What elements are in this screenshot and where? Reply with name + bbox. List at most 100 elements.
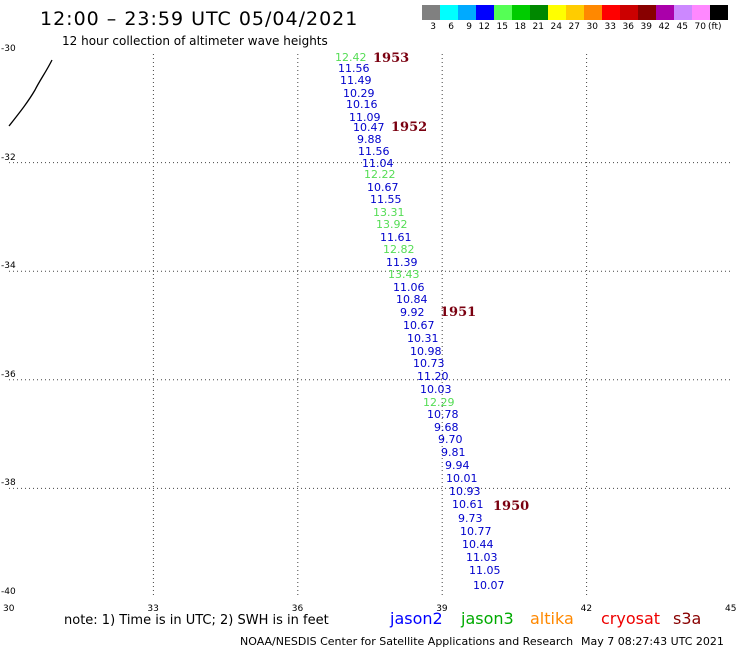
- legend-tick-label: 15: [496, 22, 508, 32]
- wave-height-value: 13.92: [376, 218, 408, 231]
- wave-height-value: 10.47: [353, 121, 385, 134]
- wave-height-value: 10.07: [473, 579, 505, 592]
- longitude-label: 45: [725, 604, 737, 614]
- wave-height-value: 10.93: [449, 485, 481, 498]
- wave-height-value: 12.29: [423, 396, 455, 409]
- satellite-legend-item: jason2: [390, 609, 443, 628]
- wave-height-value: 10.44: [462, 538, 494, 551]
- legend-tick-label: 21: [532, 22, 544, 32]
- wave-height-value: 9.70: [438, 433, 463, 446]
- wave-height-value: 11.61: [380, 231, 412, 244]
- color-legend: [422, 5, 728, 20]
- wave-height-value: 9.68: [434, 421, 459, 434]
- latitude-label: -34: [1, 261, 16, 272]
- legend-swatch: [440, 5, 458, 20]
- wave-height-value: 10.98: [410, 345, 442, 358]
- pass-label: 1953: [373, 51, 410, 66]
- legend-tick-label: 6: [448, 22, 454, 32]
- wave-height-value: 13.43: [388, 268, 420, 281]
- legend-tick-label: 30: [586, 22, 598, 32]
- legend-tick-label: 42: [658, 22, 670, 32]
- wave-height-value: 10.73: [413, 357, 445, 370]
- legend-tick-label: 3: [430, 22, 436, 32]
- satellite-legend-item: s3a: [673, 609, 702, 628]
- legend-tick-label: 33: [604, 22, 616, 32]
- legend-swatch: [458, 5, 476, 20]
- legend-swatch: [566, 5, 584, 20]
- legend-swatch: [512, 5, 530, 20]
- footer-date: May 7 08:27:43 UTC 2021: [581, 635, 724, 648]
- longitude-label: 42: [580, 604, 593, 614]
- legend-swatch: [584, 5, 602, 20]
- longitude-label: 33: [147, 604, 159, 614]
- legend-tick-label: 12: [478, 22, 490, 32]
- legend-tick-label: 27: [568, 22, 580, 32]
- legend-tick-label: 39: [640, 22, 652, 32]
- wave-height-value: 9.92: [400, 306, 425, 319]
- wave-height-value: 13.31: [373, 206, 405, 219]
- longitude-label: 36: [291, 604, 304, 614]
- wave-height-value: 9.94: [445, 459, 470, 472]
- legend-unit: (ft): [708, 22, 722, 32]
- wave-height-value: 10.29: [343, 87, 375, 100]
- legend-swatch: [674, 5, 692, 20]
- legend-tick-label: 70: [694, 22, 706, 32]
- latitude-label: -32: [1, 152, 16, 163]
- wave-height-value: 11.03: [466, 551, 498, 564]
- wave-height-value: 11.39: [386, 256, 418, 269]
- pass-label: 1951: [440, 305, 477, 320]
- legend-swatch: [530, 5, 548, 20]
- legend-swatch: [548, 5, 566, 20]
- wave-height-value: 10.67: [367, 181, 399, 194]
- wave-height-value: 12.82: [383, 243, 415, 256]
- legend-tick-label: 18: [514, 22, 526, 32]
- wave-height-value: 10.78: [427, 408, 459, 421]
- wave-height-value: 11.49: [340, 74, 372, 87]
- wave-height-value: 12.42: [335, 51, 367, 64]
- legend-tick-label: 9: [466, 22, 472, 32]
- wave-height-value: 12.22: [364, 168, 396, 181]
- wave-height-value: 11.09: [349, 111, 381, 124]
- wave-height-value: 10.31: [407, 332, 439, 345]
- pass-label: 1950: [493, 499, 530, 514]
- wave-height-value: 9.88: [357, 133, 382, 146]
- wave-height-value: 11.05: [469, 564, 501, 577]
- legend-swatch: [692, 5, 710, 20]
- legend-swatch: [656, 5, 674, 20]
- legend-swatch: [638, 5, 656, 20]
- legend-tick-label: 45: [676, 22, 688, 32]
- pass-label: 1952: [391, 120, 428, 135]
- wave-height-value: 10.01: [446, 472, 478, 485]
- satellite-legend-item: altika: [530, 609, 574, 628]
- legend-tick-label: 24: [550, 22, 562, 32]
- wave-height-value: 9.81: [441, 446, 466, 459]
- wave-height-value: 11.04: [362, 157, 394, 170]
- legend-swatch: [494, 5, 512, 20]
- latitude-label: -30: [1, 44, 16, 54]
- map-subtitle: 12 hour collection of altimeter wave hei…: [62, 34, 328, 48]
- latitude-label: -36: [1, 369, 16, 380]
- wave-height-value: 11.56: [338, 62, 370, 75]
- longitude-label: 30: [3, 604, 15, 614]
- wave-height-value: 10.16: [346, 98, 378, 111]
- wave-height-value: 11.56: [358, 145, 390, 158]
- footer-credit: NOAA/NESDIS Center for Satellite Applica…: [240, 635, 574, 648]
- satellite-legend-item: cryosat: [601, 609, 661, 628]
- wave-height-value: 11.06: [393, 281, 425, 294]
- satellite-legend-item: jason3: [461, 609, 514, 628]
- wave-height-value: 10.03: [420, 383, 452, 396]
- wave-height-value: 10.84: [396, 293, 428, 306]
- wave-height-value: 10.61: [452, 498, 484, 511]
- color-legend-labels: 3 6 9 12 15 18 21 24 27 30 33 36 39 42 45 70 (ft): [422, 22, 722, 34]
- wave-height-value: 11.55: [370, 193, 402, 206]
- longitude-label: 39: [436, 604, 448, 614]
- wave-height-value: 10.77: [460, 525, 492, 538]
- wave-height-value: 11.20: [417, 370, 449, 383]
- map-title: 12:00 – 23:59 UTC 05/04/2021: [40, 8, 359, 30]
- latitude-label: -40: [1, 587, 16, 597]
- footer-note: note: 1) Time is in UTC; 2) SWH is in fe…: [64, 613, 329, 628]
- coastline: [8, 59, 53, 127]
- latitude-label: -38: [1, 478, 16, 489]
